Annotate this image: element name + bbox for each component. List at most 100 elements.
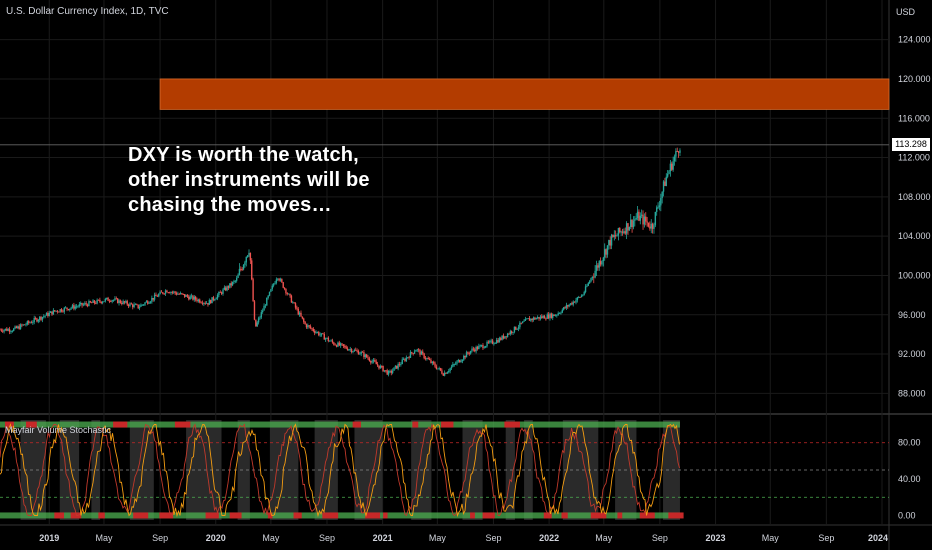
- candle-body: [484, 346, 487, 348]
- candle-body: [264, 305, 267, 307]
- candle-body: [586, 285, 588, 287]
- candle-body: [549, 313, 551, 319]
- stoch-upper-band: [0, 421, 680, 428]
- candle-body: [422, 351, 424, 354]
- candle-body: [420, 351, 423, 355]
- candle-body: [552, 314, 554, 318]
- candle-body: [595, 265, 598, 271]
- candle-body: [634, 219, 636, 221]
- candle-body: [278, 278, 280, 281]
- stoch-lower-signal: [229, 512, 242, 519]
- candle-body: [400, 364, 402, 365]
- candle-body: [274, 282, 276, 285]
- candle-body: [19, 324, 22, 330]
- candle-body: [521, 321, 524, 324]
- stoch-lower-signal: [365, 512, 381, 519]
- candle-body: [324, 338, 327, 340]
- candle-body: [535, 318, 538, 320]
- candle-body: [487, 341, 490, 343]
- candle-body: [21, 324, 23, 326]
- candle-body: [140, 304, 142, 307]
- candle-body: [162, 292, 164, 294]
- candle-body: [435, 366, 438, 370]
- candle-body: [185, 295, 187, 297]
- candle-body: [164, 290, 167, 294]
- candle-body: [283, 287, 286, 289]
- candle-body: [151, 297, 153, 302]
- candle-body: [386, 370, 388, 375]
- candle-body: [237, 274, 239, 278]
- candle-body: [267, 295, 269, 298]
- candle-body: [412, 353, 414, 354]
- candle-body: [88, 301, 90, 307]
- candle-body: [147, 301, 149, 304]
- candle-body: [565, 305, 568, 309]
- candle-body: [378, 365, 380, 369]
- candle-body: [45, 312, 48, 316]
- candle-body: [547, 314, 550, 319]
- candle-body: [630, 219, 632, 228]
- candle-body: [567, 305, 569, 307]
- candle-body: [665, 176, 667, 186]
- candle-body: [92, 300, 94, 303]
- candle-body: [173, 291, 175, 293]
- stoch-lower-signal: [133, 512, 149, 519]
- candle-body: [357, 350, 360, 355]
- candle-body: [650, 223, 652, 229]
- stoch-shade: [462, 420, 483, 520]
- candle-body: [590, 278, 592, 282]
- candle-body: [214, 299, 216, 301]
- candle-body: [621, 231, 624, 233]
- candle-body: [38, 316, 41, 320]
- candle-body: [275, 279, 278, 283]
- candle-body: [311, 328, 313, 329]
- candle-body: [238, 268, 241, 275]
- candle-body: [645, 216, 647, 222]
- candle-body: [402, 359, 405, 360]
- candle-body: [263, 305, 265, 311]
- candle-body: [178, 293, 180, 295]
- candle-body: [144, 302, 146, 305]
- candle-body: [170, 292, 172, 294]
- candle-body: [493, 343, 495, 345]
- candle-body: [387, 371, 390, 375]
- candle-body: [287, 293, 290, 295]
- time-tick-label: May: [595, 533, 613, 543]
- candle-body: [640, 214, 643, 216]
- annotation-line-2: other instruments will be: [128, 169, 370, 191]
- candle-body: [125, 301, 127, 303]
- candle-body: [571, 303, 573, 305]
- price-tick-label: 124.000: [898, 35, 931, 45]
- candle-body: [364, 354, 366, 358]
- stoch-tick-label: 80.00: [898, 438, 921, 448]
- candle-body: [248, 252, 250, 256]
- candle-body: [476, 346, 479, 350]
- candle-body: [355, 349, 357, 351]
- candle-body: [138, 306, 141, 309]
- candle-body: [256, 322, 258, 327]
- candle-body: [376, 364, 379, 366]
- candle-body: [301, 316, 304, 319]
- candle-body: [534, 317, 536, 320]
- candle-body: [48, 312, 50, 316]
- candle-body: [17, 326, 19, 329]
- candle-body: [610, 234, 613, 246]
- candle-body: [15, 326, 18, 329]
- price-candles: [0, 147, 681, 377]
- candle-body: [205, 303, 208, 304]
- candle-body: [371, 361, 373, 363]
- candle-body: [501, 335, 503, 340]
- candle-body: [482, 345, 484, 349]
- candle-body: [29, 322, 31, 324]
- time-tick-label: Sep: [152, 533, 168, 543]
- candle-body: [312, 328, 315, 332]
- candle-body: [539, 316, 542, 319]
- candle-body: [382, 366, 384, 372]
- candle-body: [597, 265, 599, 268]
- candle-body: [604, 249, 606, 258]
- candle-body: [10, 331, 12, 333]
- candle-body: [192, 295, 194, 300]
- candle-body: [298, 312, 301, 315]
- candle-body: [516, 328, 518, 330]
